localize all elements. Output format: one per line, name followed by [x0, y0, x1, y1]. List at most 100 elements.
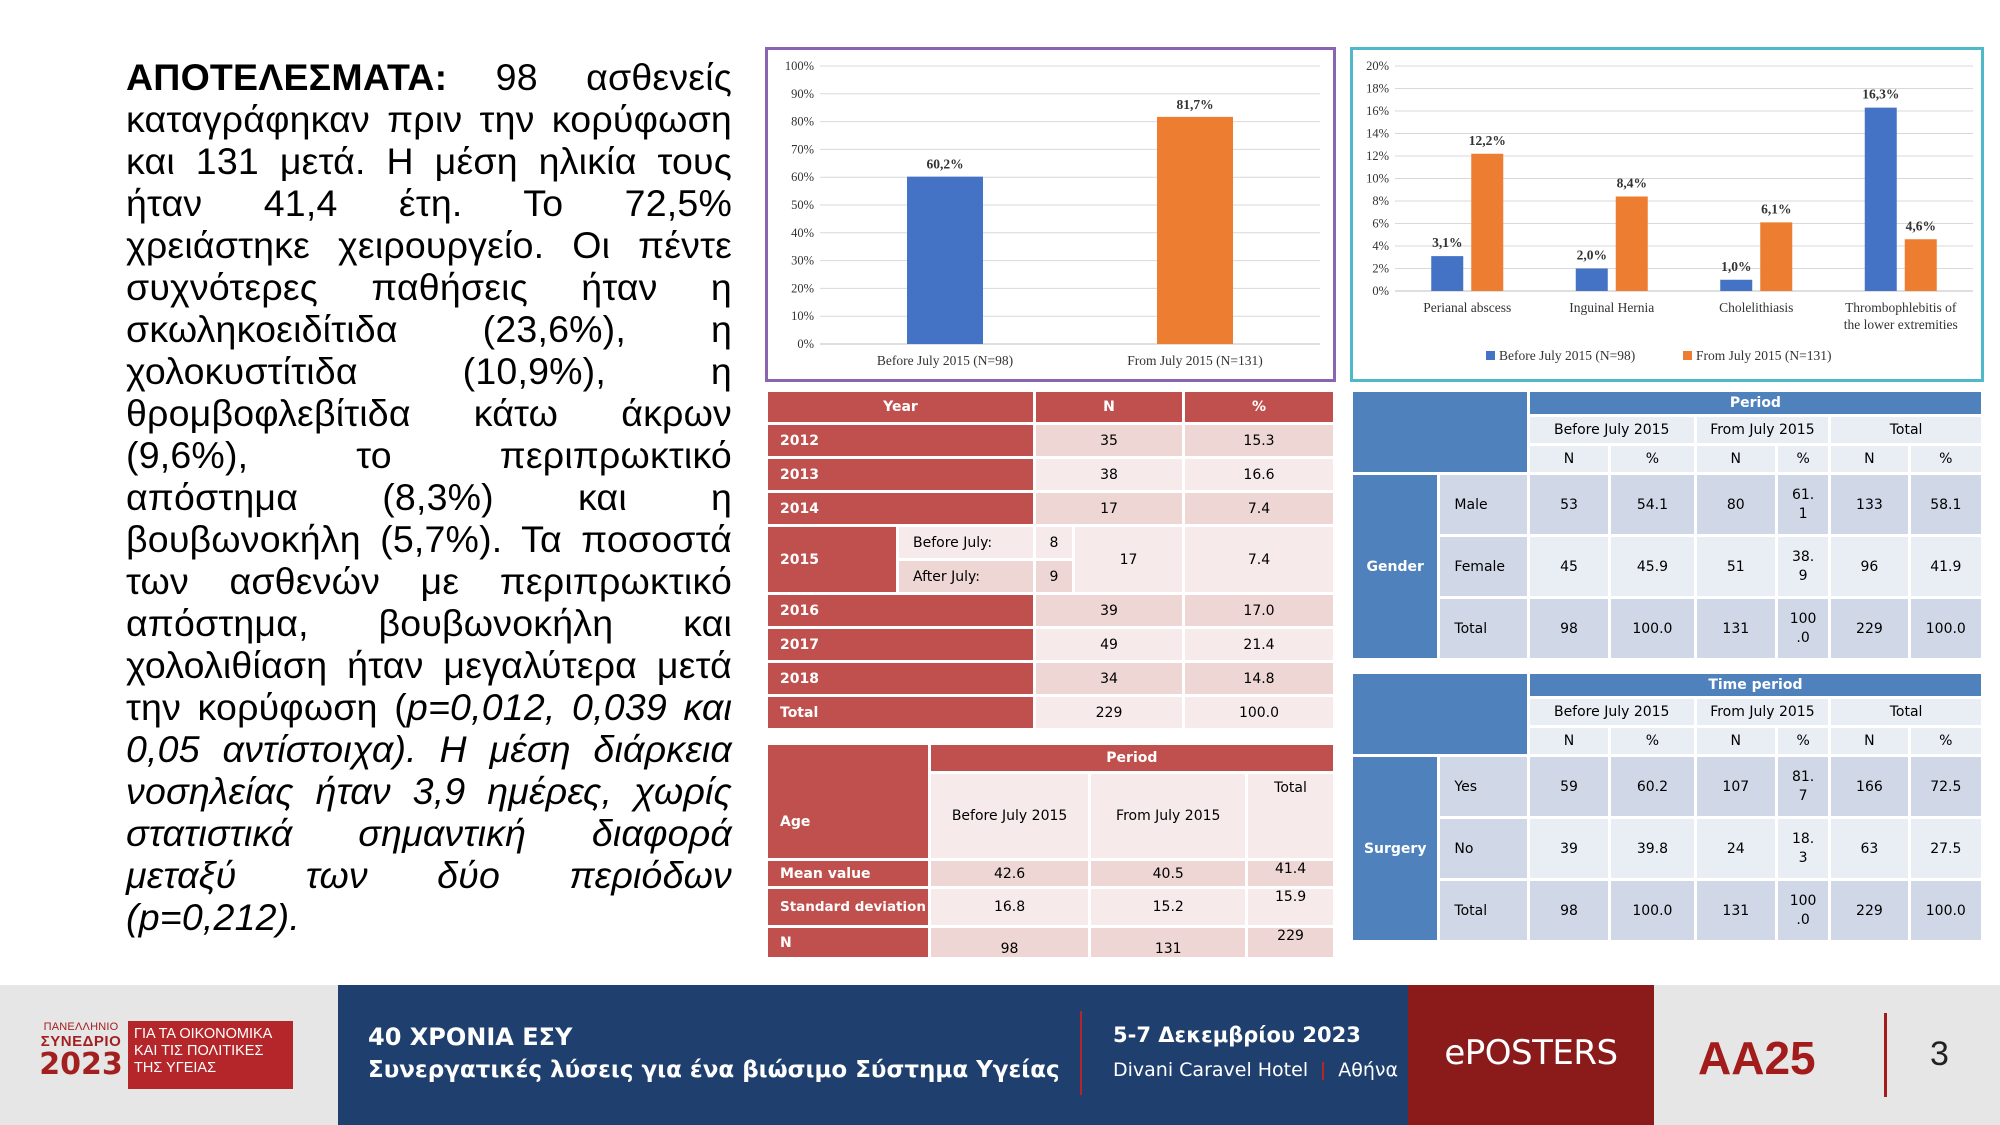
abstract-italic-run: 0,05 αντίστοιχα). Η μέση διάρκεια — [126, 728, 732, 770]
y-tick-label: 50% — [791, 198, 814, 212]
abstract-text-run: απόστημα (8,3%) και η — [126, 476, 732, 518]
y-tick-label: 60% — [791, 170, 814, 184]
age-cell: 98 — [930, 928, 1089, 957]
value-cell: 100.0 — [1777, 881, 1829, 940]
abstract-text-run: συχνότερες παθήσεις ήταν η — [126, 266, 732, 308]
value-cell: 61. 1 — [1777, 475, 1829, 534]
abstract-text-run: την κορύφωση ( — [126, 686, 407, 728]
bar — [1904, 239, 1937, 291]
sub-col-header: N — [1696, 446, 1775, 472]
banner-venue: Divani Caravel Hotel Αθήνα — [1113, 1059, 1398, 1081]
value-part: 3 — [1798, 849, 1808, 866]
conference-banner: 40 ΧΡΟΝΙΑ ΕΣΥ Συνεργατικές λύσεις για έν… — [338, 985, 1408, 1125]
y-tick-label: 10% — [1366, 172, 1389, 186]
row-label: Total — [1440, 599, 1527, 658]
row-label: Total — [1440, 881, 1527, 940]
value-part: 7 — [1798, 787, 1808, 804]
n-cell: 38 — [1036, 459, 1182, 490]
poster-code-area: AA25 3 — [1654, 985, 2000, 1125]
abstract-line: σκωληκοειδίτιδα (23,6%), η — [126, 308, 732, 350]
abstract-line: βουβωνοκήλη (5,7%). Τα ποσοστά — [126, 518, 732, 560]
age-cell: 15.9 — [1248, 889, 1333, 925]
abstract-text-run: χρειάστηκε χειρουργείο. Οι πέντε — [126, 224, 732, 266]
y-tick-label: 100% — [785, 59, 814, 73]
venue-city: Αθήνα — [1338, 1059, 1399, 1081]
year-table: Year N % 2012 35 15.3 2013 38 16.6 2014 … — [765, 389, 1336, 731]
value-part: 9 — [1798, 567, 1808, 584]
y-tick-label: 0% — [1372, 284, 1389, 298]
venue-separator — [1322, 1061, 1325, 1080]
total-col: Total — [1248, 774, 1333, 858]
x-tick-label: From July 2015 (N=131) — [1127, 353, 1263, 368]
value-cell: 63 — [1831, 819, 1908, 878]
row-group-label: Gender — [1353, 475, 1438, 658]
diagnoses-chart: 0% 2% 4% 6% 8% 10% 12% 14% 16% 18% 20% 3,1% 2,0% 1,0%… — [1350, 47, 1984, 382]
abstract-text-run: και 131 μετά. Η μέση ηλικία τους — [126, 140, 732, 182]
abstract-line: μεταξύ των δύο περιόδων — [126, 854, 732, 896]
legend-swatch — [1486, 351, 1495, 360]
row-group-label: Surgery — [1353, 757, 1438, 940]
value-cell: 72.5 — [1910, 757, 1981, 816]
period-col-header: Total — [1831, 417, 1981, 443]
pct-cell: 21.4 — [1185, 629, 1333, 660]
value-cell: 100.0 — [1910, 599, 1981, 658]
abstract-text-run: των ασθενών με περιπρωκτικό — [126, 560, 732, 602]
value-cell: 229 — [1831, 881, 1908, 940]
data-label: 60,2% — [926, 157, 963, 172]
n-cell: 39 — [1036, 595, 1182, 626]
value-cell: 45 — [1529, 537, 1609, 596]
abstract-line: (9,6%), το περιπρωκτικό — [126, 434, 732, 476]
x-tick-label: Before July 2015 (N=98) — [877, 353, 1013, 368]
logo-line1: ΠΑΝΕΛΛΗΝΙΟ — [43, 1021, 119, 1033]
value-cell: 80 — [1696, 475, 1775, 534]
row-label: Yes — [1440, 757, 1527, 816]
period-col-header: Total — [1831, 699, 1981, 725]
value-cell: 27.5 — [1910, 819, 1981, 878]
value-cell: 51 — [1696, 537, 1775, 596]
abstract-line: θρομβοφλεβίτιδα κάτω άκρων — [126, 392, 732, 434]
data-label: 16,3% — [1862, 87, 1899, 102]
sub-col-header: % — [1611, 728, 1694, 754]
y-tick-label: 14% — [1366, 127, 1389, 141]
abstract-line: απόστημα (8,3%) και η — [126, 476, 732, 518]
value-cell: 81. 7 — [1777, 757, 1829, 816]
data-label: 4,6% — [1906, 218, 1936, 233]
period-col-header: Before July 2015 — [1529, 417, 1694, 443]
logo-right-line1: ΓΙΑ ΤΑ ΟΙΚΟΝΟΜΙΚΑ — [134, 1026, 273, 1042]
after-july-label: After July: — [899, 561, 1033, 592]
before-july-col: Before July 2015 — [930, 774, 1089, 858]
value-part: 1 — [1798, 505, 1808, 522]
value-part: .0 — [1796, 911, 1810, 928]
before-july-label: Before July: — [899, 527, 1033, 558]
value-cell: 54.1 — [1611, 475, 1694, 534]
y-tick-label: 6% — [1372, 217, 1389, 231]
value-part: 18. — [1791, 830, 1815, 847]
pct-cell: 16.6 — [1185, 459, 1333, 490]
abstract-line: και 131 μετά. Η μέση ηλικία τους — [126, 140, 732, 182]
total-label: Total — [768, 697, 1033, 728]
footer-banner: ΠΑΝΕΛΛΗΝΙΟ ΣΥΝΕΔΡΙΟ 2023 ΓΙΑ ΤΑ ΟΙΚΟΝΟΜΙ… — [0, 985, 2000, 1125]
abstract-line: των ασθενών με περιπρωκτικό — [126, 560, 732, 602]
age-cell: 42.6 — [930, 861, 1089, 886]
n-cell: 17 — [1036, 493, 1182, 524]
sub-col-header: N — [1831, 728, 1908, 754]
legend-swatch — [1683, 351, 1692, 360]
value-cell: 107 — [1696, 757, 1775, 816]
data-label: 6,1% — [1761, 201, 1791, 216]
abstract-line: ΑΠΟΤΕΛΕΣΜΑΤΑ: 98 ασθενείς — [126, 56, 732, 98]
value-part: 81. — [1791, 768, 1815, 785]
sub-col-header: N — [1529, 446, 1609, 472]
abstract-line: (p=0,212). — [126, 896, 732, 938]
value-part: 61. — [1791, 486, 1815, 503]
y-tick-label: 8% — [1372, 194, 1389, 208]
value-cell: 100.0 — [1777, 599, 1829, 658]
abstract-text-run: 98 ασθενείς — [447, 56, 732, 98]
n-label: N — [768, 928, 928, 957]
abstract-line: ήταν 41,4 έτη. Το 72,5% — [126, 182, 732, 224]
value-part: 38. — [1791, 548, 1815, 565]
logo-badge: ΓΙΑ ΤΑ ΟΙΚΟΝΟΜΙΚΑ ΚΑΙ ΤΙΣ ΠΟΛΙΤΙΚΕΣ ΤΗΣ … — [128, 1021, 293, 1089]
pct-header: % — [1185, 392, 1333, 422]
bar — [1471, 153, 1504, 291]
pct-cell: 7.4 — [1185, 527, 1333, 592]
value-cell: 133 — [1831, 475, 1908, 534]
